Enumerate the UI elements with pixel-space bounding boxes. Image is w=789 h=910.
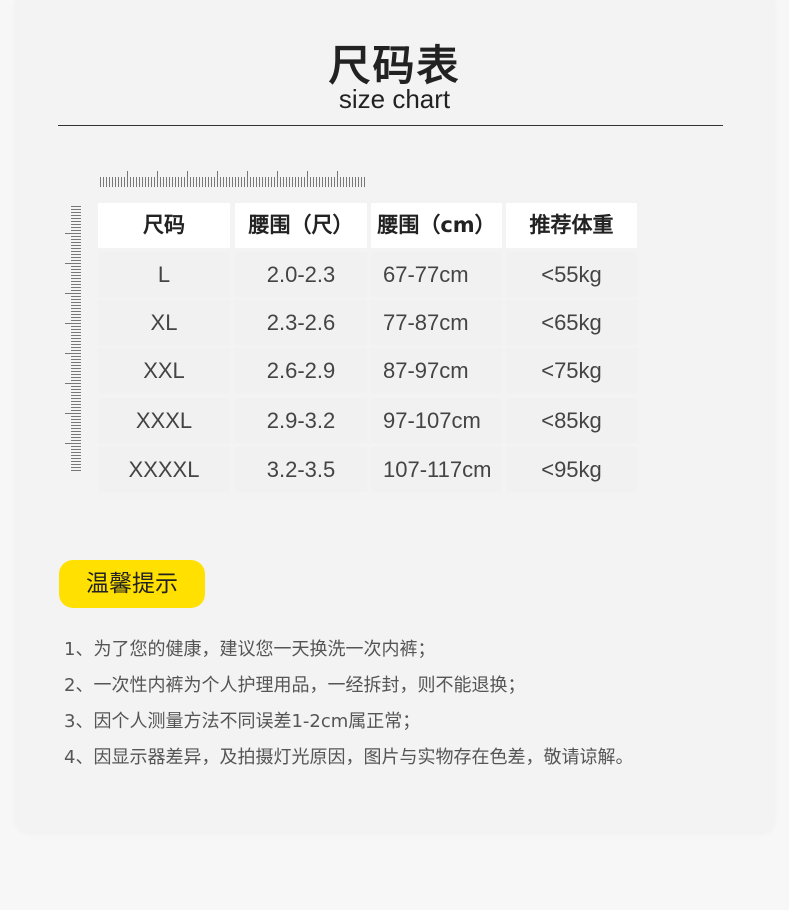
table-cell: XXL [98,348,230,393]
tips-badge: 温馨提示 [59,560,205,608]
page-subtitle: size chart [338,84,451,114]
table-cell: <95kg [506,447,637,492]
table-cell: L [98,252,230,297]
list-item: 1、为了您的健康，建议您一天换洗一次内裤； [64,639,436,660]
header-cell: 推荐体重 [506,203,637,248]
table-cell: 77-87cm [371,300,502,345]
page-title: 尺码表 [328,41,461,90]
table-cell: 3.2-3.5 [235,447,367,492]
table-cell: <65kg [506,300,637,345]
list-item: 4、因显示器差异，及拍摄灯光原因，图片与实物存在色差，敬请谅解。 [64,747,634,768]
horizontal-ruler-icon [100,171,366,187]
table-cell: XL [98,300,230,345]
vertical-ruler-icon [65,206,81,472]
table-cell: 2.0-2.3 [235,252,367,297]
table-cell: XXXXL [98,447,230,492]
table-cell: 87-97cm [371,348,502,393]
table-cell: 2.6-2.9 [235,348,367,393]
table-cell: <85kg [506,398,637,443]
list-item: 2、一次性内裤为个人护理用品，一经拆封，则不能退换； [64,675,526,696]
tips-list: 1、为了您的健康，建议您一天换洗一次内裤； 2、一次性内裤为个人护理用品，一经拆… [64,632,633,776]
table-cell: <55kg [506,252,637,297]
table-cell: 2.3-2.6 [235,300,367,345]
table-cell: 97-107cm [371,398,502,443]
header-cell: 尺码 [98,203,230,248]
table-cell: XXXL [98,398,230,443]
table-cell: <75kg [506,348,637,393]
divider [58,125,723,126]
header-cell: 腰围（尺） [235,203,367,248]
table-cell: 107-117cm [371,447,502,492]
list-item: 3、因个人测量方法不同误差1-2cm属正常； [64,711,421,732]
table-cell: 2.9-3.2 [235,398,367,443]
table-cell: 67-77cm [371,252,502,297]
header-cell: 腰围（cm） [371,203,502,248]
